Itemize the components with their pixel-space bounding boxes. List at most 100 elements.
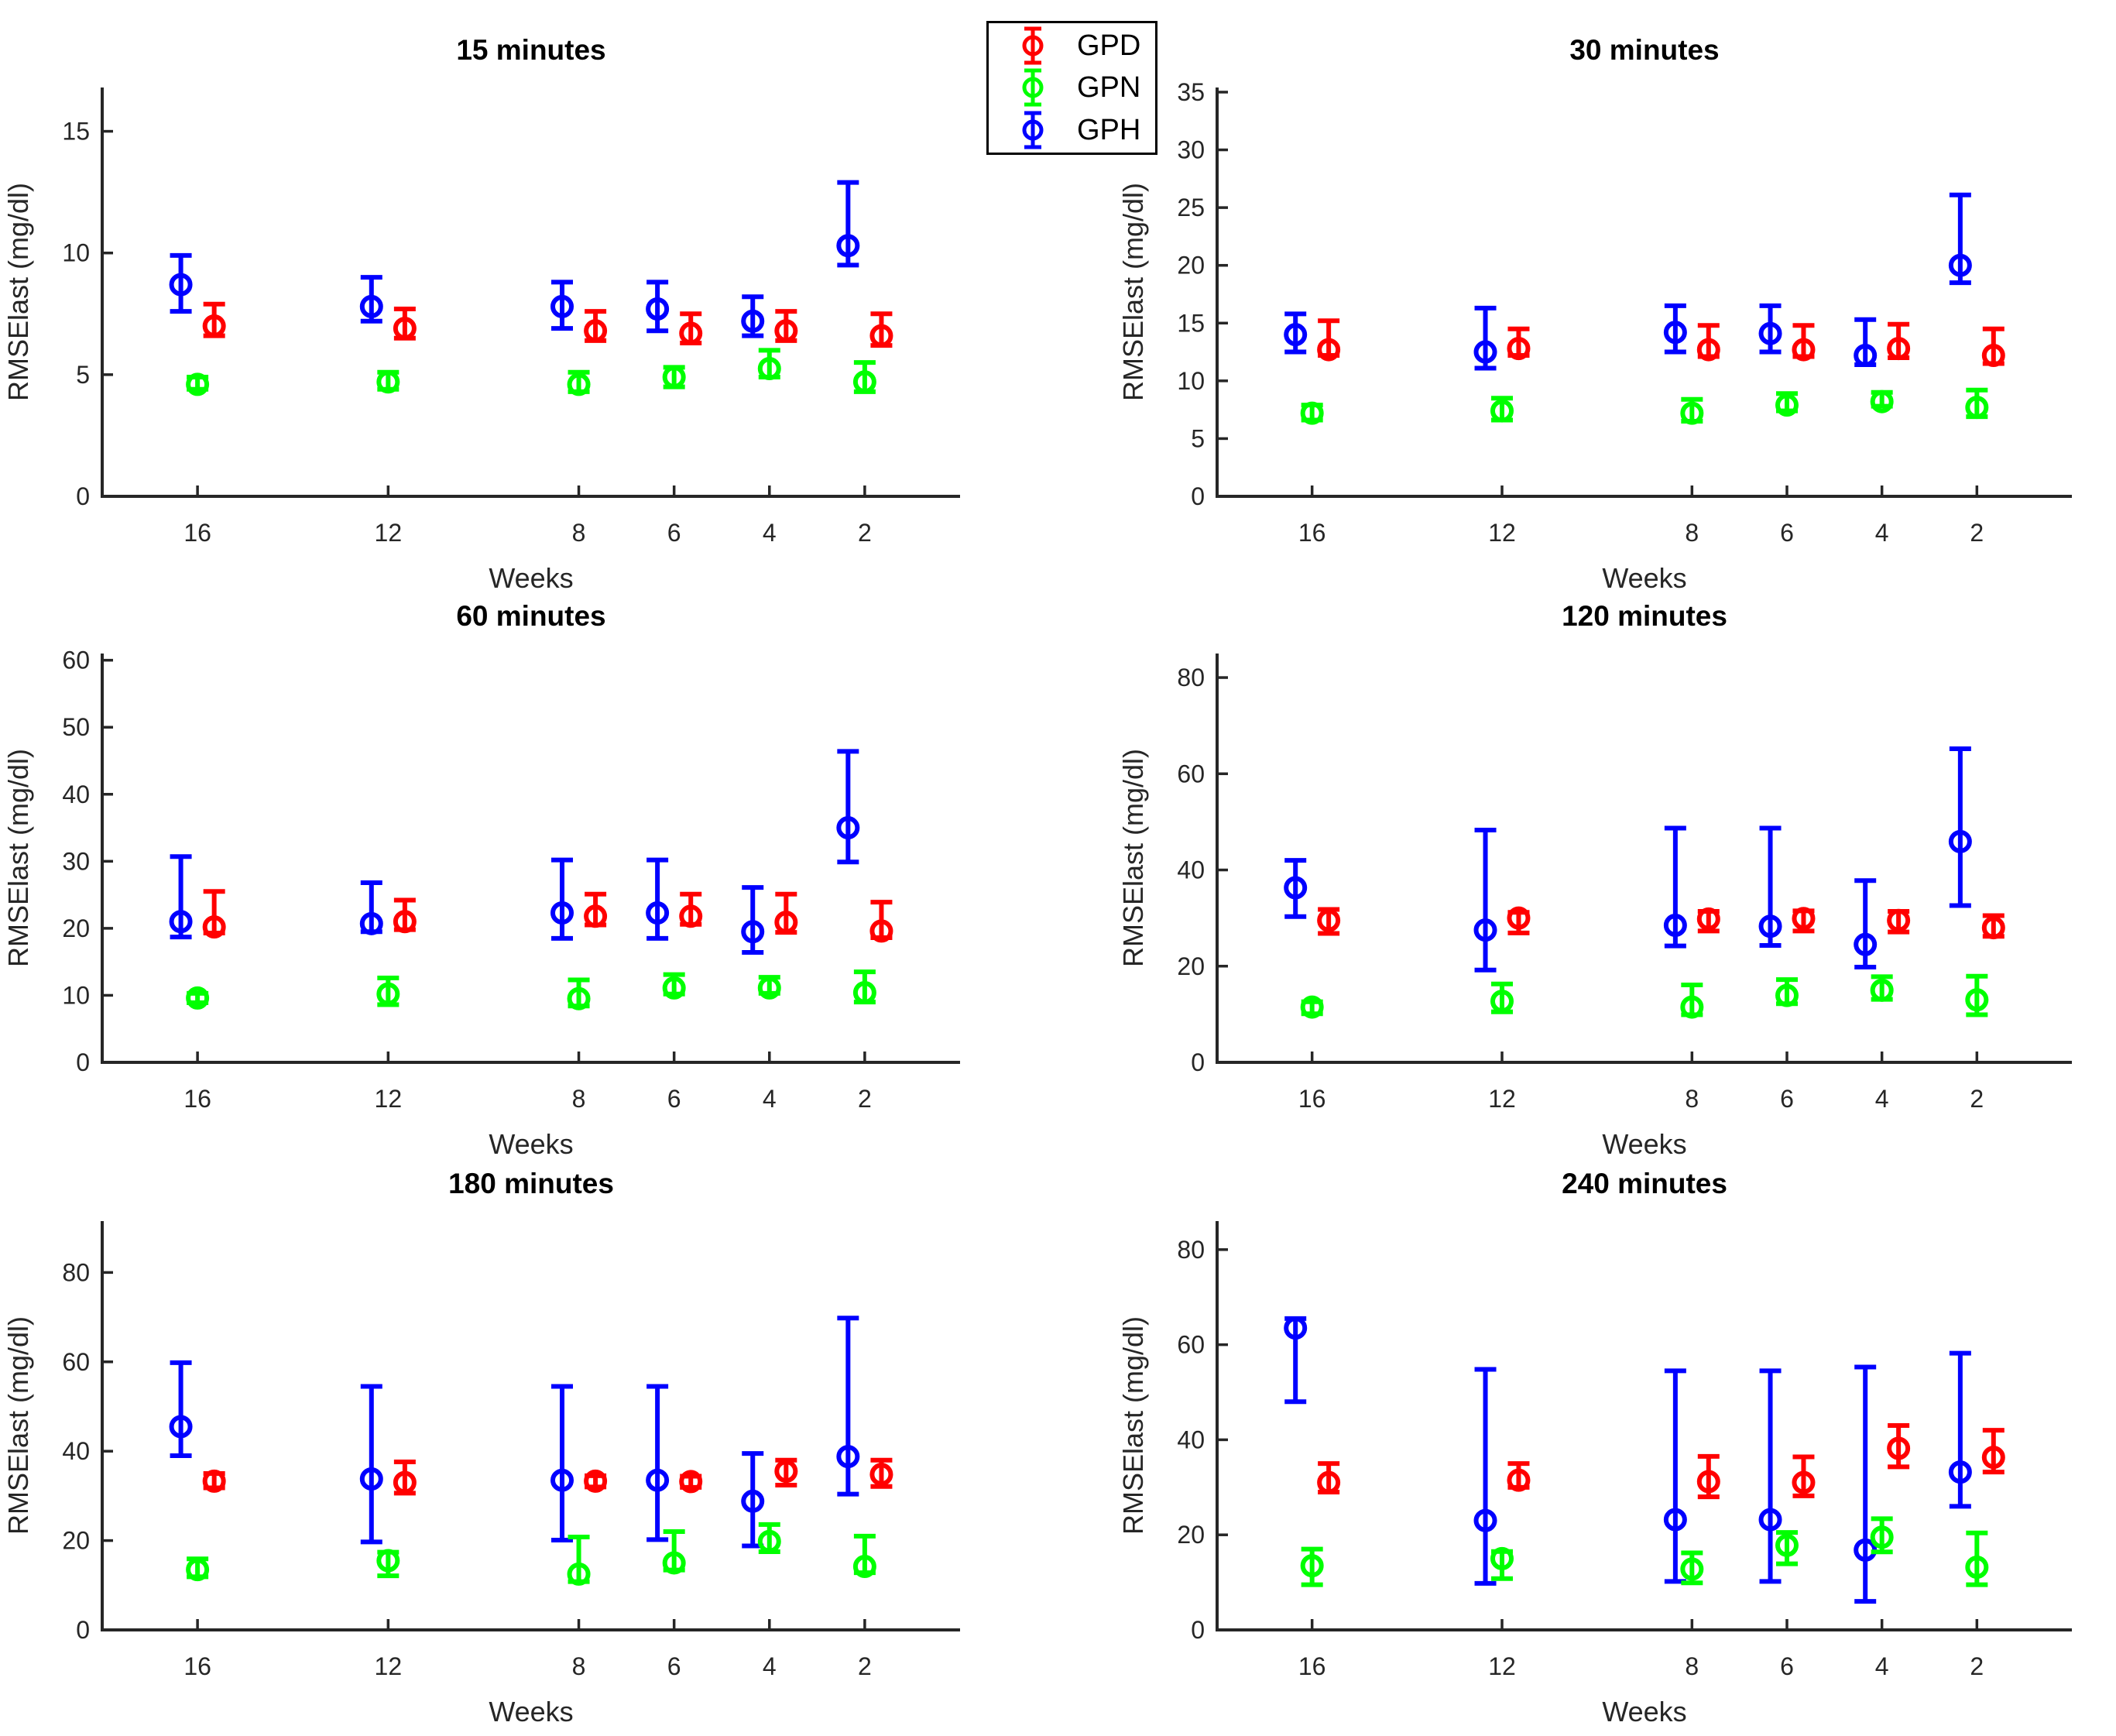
subplot-title: 180 minutes: [448, 1168, 614, 1199]
marker-GPD-week-12: [393, 910, 417, 934]
x-tick-label: 6: [667, 1652, 681, 1680]
y-tick-label: 0: [76, 482, 90, 510]
y-tick-label: 15: [1177, 309, 1205, 337]
errorbar-symbol-gph-icon: [1022, 111, 1044, 149]
errorbar-GPH-week-12: [359, 880, 383, 935]
x-tick-label: 16: [183, 1652, 211, 1680]
errorbar-GPH-week-16: [169, 1360, 193, 1458]
errorbar-GPH-week-4: [741, 1451, 765, 1549]
x-tick-label: 12: [1488, 1085, 1516, 1113]
errorbar-GPD-week-4: [1887, 1423, 1911, 1470]
marker-GPH-week-12: [1473, 918, 1497, 942]
errorbar-GPH-week-2: [836, 749, 860, 865]
x-tick-label: 6: [667, 519, 681, 547]
marker-GPN-week-6: [1775, 983, 1799, 1007]
marker-GPD-week-2: [1981, 1446, 2005, 1470]
marker-GPN-week-16: [1300, 401, 1324, 425]
errorbar-GPD-week-4: [774, 891, 798, 935]
errorbar-GPH-week-8: [550, 1384, 574, 1543]
errorbar-GPH-week-2: [1948, 1350, 1972, 1509]
y-tick-label: 60: [62, 1348, 90, 1376]
marker-GPH-week-12: [1473, 1508, 1497, 1532]
marker-GPH-week-8: [550, 1468, 574, 1492]
marker-GPH-week-8: [1663, 321, 1687, 345]
marker-GPN-week-6: [662, 1551, 686, 1575]
marker-GPD-week-2: [869, 324, 893, 348]
marker-GPD-week-8: [584, 1469, 608, 1493]
errorbar-GPD-week-6: [679, 1470, 703, 1494]
y-tick-label: 20: [62, 1527, 90, 1555]
errorbar-GPN-week-16: [186, 1556, 210, 1582]
series-GPH: [1284, 192, 1972, 371]
marker-GPH-week-6: [646, 901, 670, 925]
marker-GPN-week-12: [1490, 1546, 1514, 1570]
subplot-title: 120 minutes: [1562, 600, 1727, 632]
x-tick-label: 8: [1685, 519, 1699, 547]
errorbar-GPH-week-8: [1663, 825, 1687, 949]
errorbar-GPN-week-6: [662, 365, 686, 389]
errorbar-GPN-week-6: [662, 972, 686, 1000]
y-tick-label: 5: [76, 361, 90, 389]
errorbar-GPD-week-6: [1792, 907, 1816, 934]
marker-GPH-week-8: [1663, 1508, 1687, 1532]
x-tick-label: 2: [858, 1085, 872, 1113]
marker-GPH-week-4: [741, 1489, 765, 1513]
errorbar-symbol-gpn-icon: [1022, 68, 1044, 107]
errorbar-GPH-week-2: [836, 1316, 860, 1497]
legend-entry-gph: GPH: [989, 109, 1155, 151]
marker-GPD-week-16: [1317, 1470, 1341, 1494]
errorbar-GPD-week-2: [1981, 326, 2005, 368]
series-GPH: [169, 749, 860, 955]
y-tick-label: 10: [62, 239, 90, 267]
errorbar-GPD-week-8: [1696, 323, 1720, 362]
errorbar-GPN-week-16: [186, 372, 210, 396]
y-tick-label: 0: [76, 1048, 90, 1076]
errorbar-GPN-week-8: [567, 977, 591, 1010]
series-GPH: [169, 180, 860, 338]
marker-GPN-week-16: [186, 986, 210, 1010]
y-axis-label: RMSElast (mg/dl): [2, 749, 34, 967]
marker-GPH-week-2: [836, 234, 860, 258]
errorbar-GPD-week-2: [1981, 1428, 2005, 1475]
marker-GPH-week-2: [1948, 829, 1972, 853]
marker-GPN-week-6: [1775, 1533, 1799, 1557]
marker-GPD-week-16: [202, 1469, 226, 1493]
x-tick-label: 2: [858, 1652, 872, 1680]
x-tick-label: 2: [1970, 1652, 1984, 1680]
x-tick-label: 8: [1685, 1652, 1699, 1680]
errorbar-GPD-week-12: [1507, 906, 1531, 935]
errorbar-GPH-week-2: [836, 180, 860, 268]
y-tick-label: 60: [1177, 1331, 1205, 1359]
marker-GPD-week-16: [202, 915, 226, 939]
y-axis-label: RMSElast (mg/dl): [2, 183, 34, 401]
axis-lines: [101, 654, 960, 1064]
y-tick-label: 20: [1177, 252, 1205, 280]
marker-GPN-week-4: [757, 357, 781, 380]
series-GPH: [169, 1316, 860, 1549]
errorbar-GPN-week-2: [852, 969, 876, 1005]
x-tick-label: 4: [763, 1085, 777, 1113]
marker-GPH-week-16: [1284, 876, 1308, 900]
errorbar-GPD-week-12: [393, 897, 417, 934]
marker-GPN-week-6: [662, 365, 686, 389]
errorbar-GPN-week-16: [1300, 1546, 1324, 1587]
series-GPD: [1317, 906, 2005, 940]
errorbar-GPD-week-4: [774, 1457, 798, 1488]
marker-GPD-week-8: [1696, 1470, 1720, 1494]
errorbar-GPN-week-12: [1490, 1546, 1514, 1581]
marker-GPH-week-16: [169, 273, 193, 297]
marker-GPD-week-8: [584, 904, 608, 928]
errorbar-GPH-week-4: [741, 294, 765, 338]
marker-GPH-week-6: [646, 1468, 670, 1492]
errorbar-GPH-week-6: [1758, 825, 1782, 949]
marker-GPH-week-8: [1663, 913, 1687, 937]
errorbar-GPH-week-4: [1854, 1364, 1878, 1604]
marker-GPN-week-4: [1870, 1525, 1894, 1549]
y-tick-label: 50: [62, 713, 90, 741]
marker-GPN-week-12: [376, 1549, 400, 1573]
y-tick-label: 0: [1191, 1048, 1205, 1076]
errorbar-GPD-week-2: [869, 1457, 893, 1489]
legend-label-gph: GPH: [1077, 113, 1141, 146]
